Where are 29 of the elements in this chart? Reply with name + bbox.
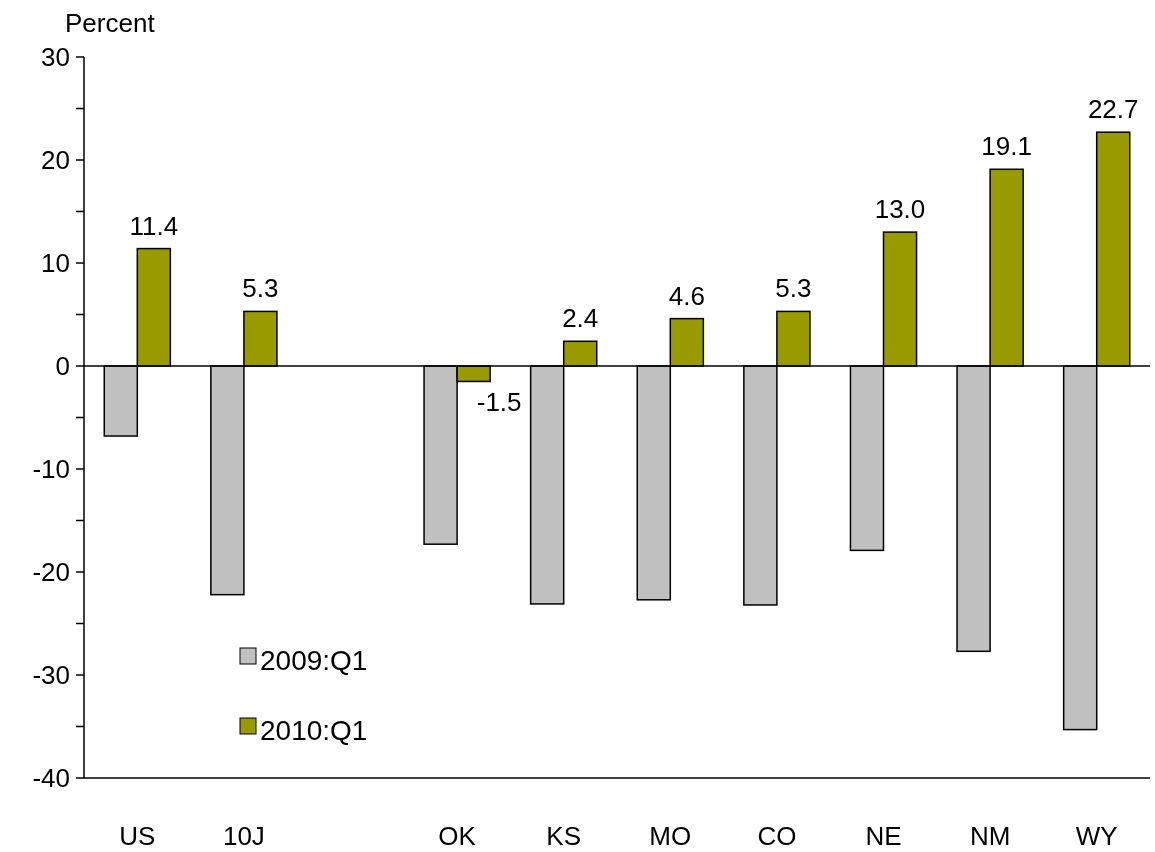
data-label: 4.6 — [668, 280, 705, 311]
x-tick-label: US — [119, 821, 156, 851]
data-label: 11.4 — [129, 210, 179, 241]
y-tick-label: -20 — [32, 557, 70, 588]
y-tick-label: 10 — [41, 248, 70, 279]
y-tick-label: -40 — [32, 763, 70, 794]
data-label: 22.7 — [1087, 94, 1139, 125]
y-axis-title: Percent — [65, 8, 156, 38]
x-tick-label: KS — [546, 821, 582, 851]
data-label: 5.3 — [775, 273, 812, 304]
x-tick-label: OK — [438, 821, 477, 851]
legend-label: 2010:Q1 — [260, 714, 368, 746]
x-tick-label: CO — [757, 821, 797, 851]
x-tick-label: 10J — [222, 821, 265, 851]
y-tick-label: -30 — [32, 660, 70, 691]
data-label: 19.1 — [981, 131, 1032, 162]
legend-label: 2009:Q1 — [260, 644, 368, 676]
data-label: 2.4 — [562, 303, 599, 334]
x-tick-label: NM — [969, 821, 1011, 851]
x-tick-label: NE — [865, 821, 902, 851]
data-label: 13.0 — [874, 194, 926, 225]
x-tick-label: WY — [1075, 821, 1118, 851]
data-label: 5.3 — [242, 273, 279, 304]
x-tick-label: MO — [649, 821, 692, 851]
y-tick-label: -10 — [32, 454, 70, 485]
y-tick-label: 20 — [41, 145, 70, 176]
y-tick-label: 30 — [41, 42, 70, 73]
data-label: -1.5 — [476, 387, 522, 418]
y-tick-label: 0 — [55, 351, 70, 382]
